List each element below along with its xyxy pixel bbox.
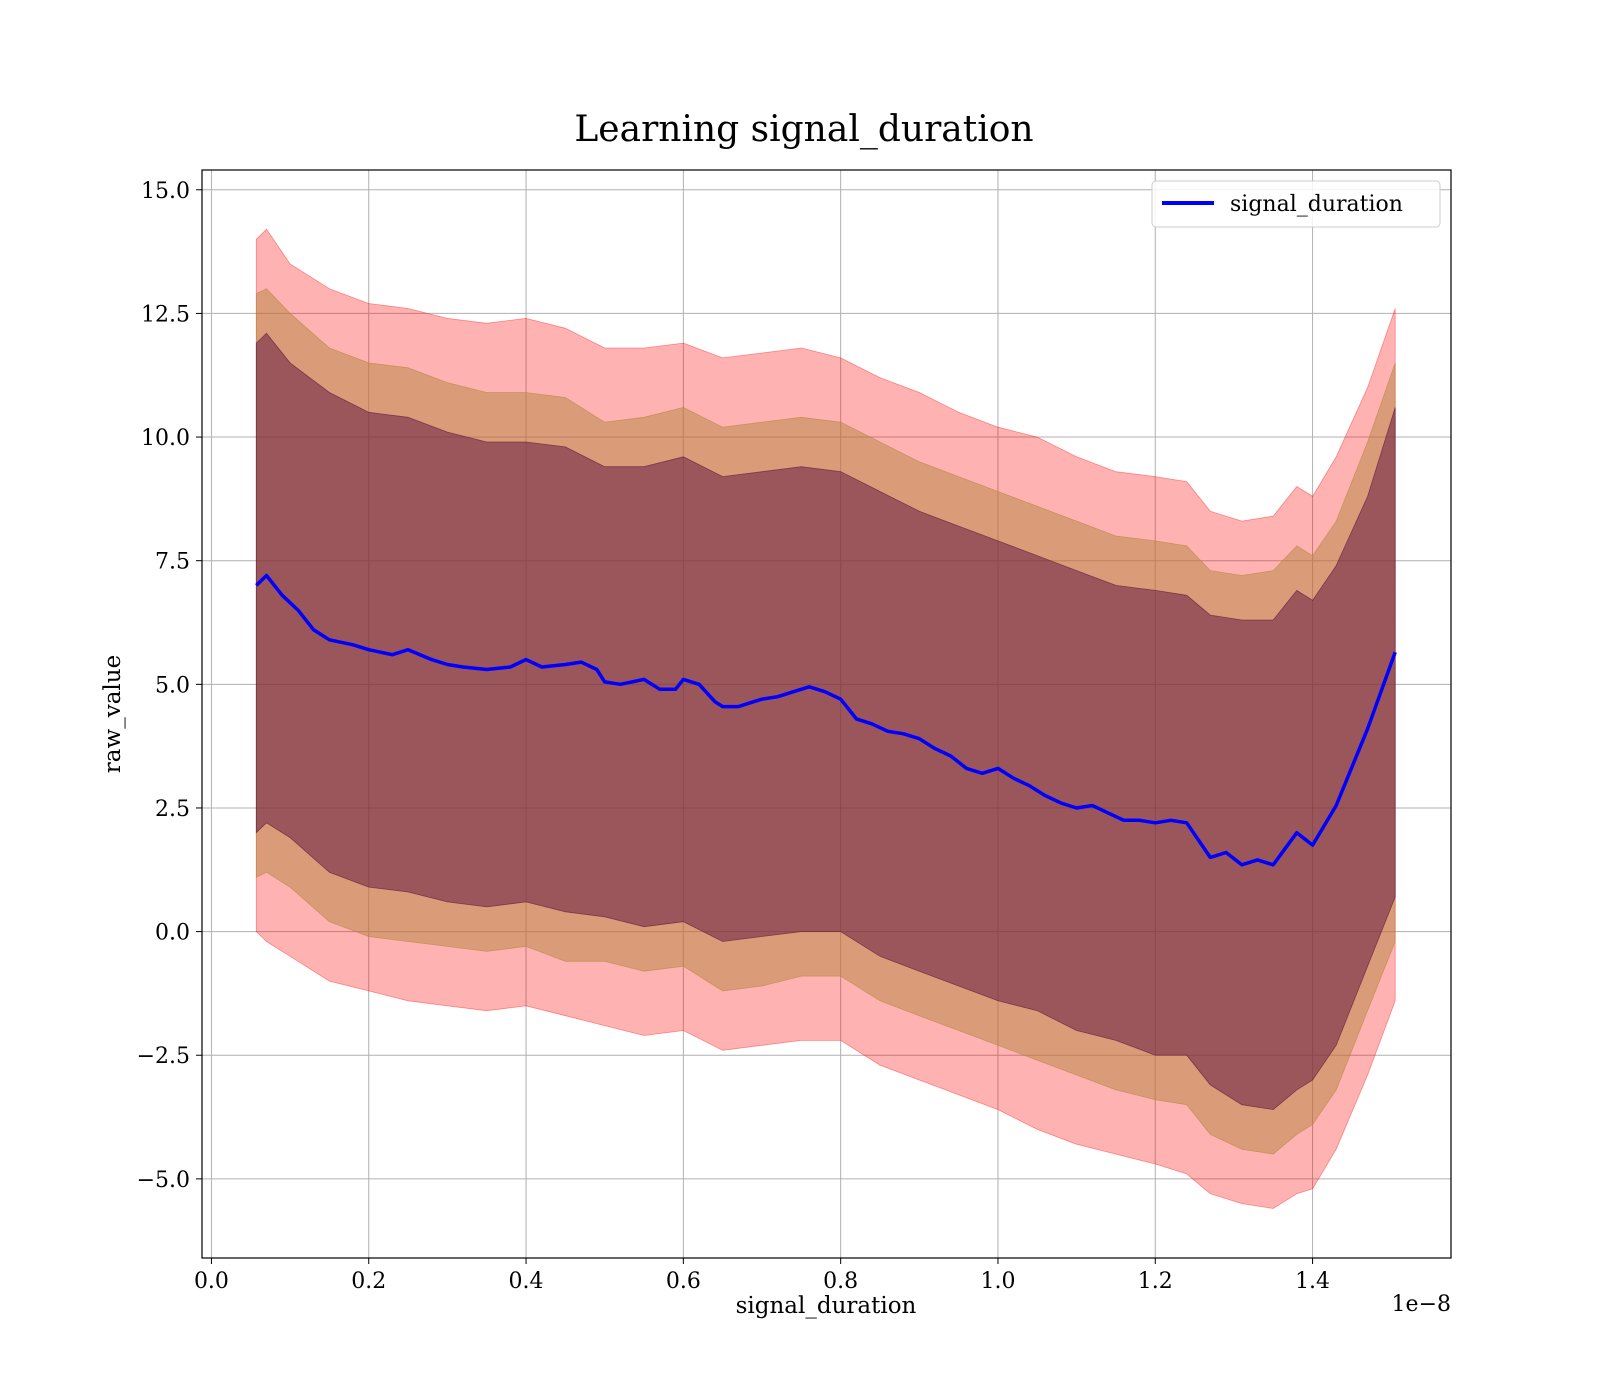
legend: signal_duration (1151, 180, 1441, 228)
y-tick-label: 7.5 (155, 550, 190, 575)
x-axis-ticks: 0.0 0.2 0.4 0.6 0.8 1.0 1.2 1.4 (194, 1258, 1330, 1294)
y-axis-ticks: 15.0 12.5 10.0 7.5 5.0 2.5 0.0 −2.5 −5.0 (137, 179, 202, 1193)
plot-frame (201, 169, 1452, 1259)
chart-title: Learning signal_duration (574, 109, 1033, 150)
y-tick-label: 5.0 (155, 673, 190, 698)
y-axis-label: raw_value (100, 655, 126, 773)
series-lines (255, 573, 1397, 867)
x-tick-label: 1.0 (980, 1269, 1015, 1294)
y-tick-label: −5.0 (137, 1168, 190, 1193)
x-axis-label: signal_duration (736, 1293, 917, 1319)
y-tick-label: 12.5 (141, 302, 190, 327)
x-tick-label: 0.4 (509, 1269, 544, 1294)
legend-box (1151, 180, 1441, 228)
x-tick-label: 1.4 (1295, 1269, 1330, 1294)
y-tick-label: −2.5 (137, 1044, 190, 1069)
y-tick-label: 2.5 (155, 797, 190, 822)
x-tick-label: 0.0 (194, 1269, 229, 1294)
x-axis-scale-factor: 1e−8 (1392, 1292, 1451, 1317)
y-tick-label: 10.0 (141, 426, 190, 451)
x-tick-label: 0.6 (666, 1269, 701, 1294)
y-tick-label: 0.0 (155, 921, 190, 946)
band-inner (255, 332, 1396, 1111)
bands (255, 228, 1396, 1209)
x-tick-label: 0.2 (351, 1269, 386, 1294)
x-tick-label: 0.8 (823, 1269, 858, 1294)
y-tick-label: 15.0 (141, 179, 190, 204)
x-tick-label: 1.2 (1138, 1269, 1173, 1294)
legend-label: signal_duration (1230, 192, 1403, 217)
series-line (255, 573, 1397, 867)
